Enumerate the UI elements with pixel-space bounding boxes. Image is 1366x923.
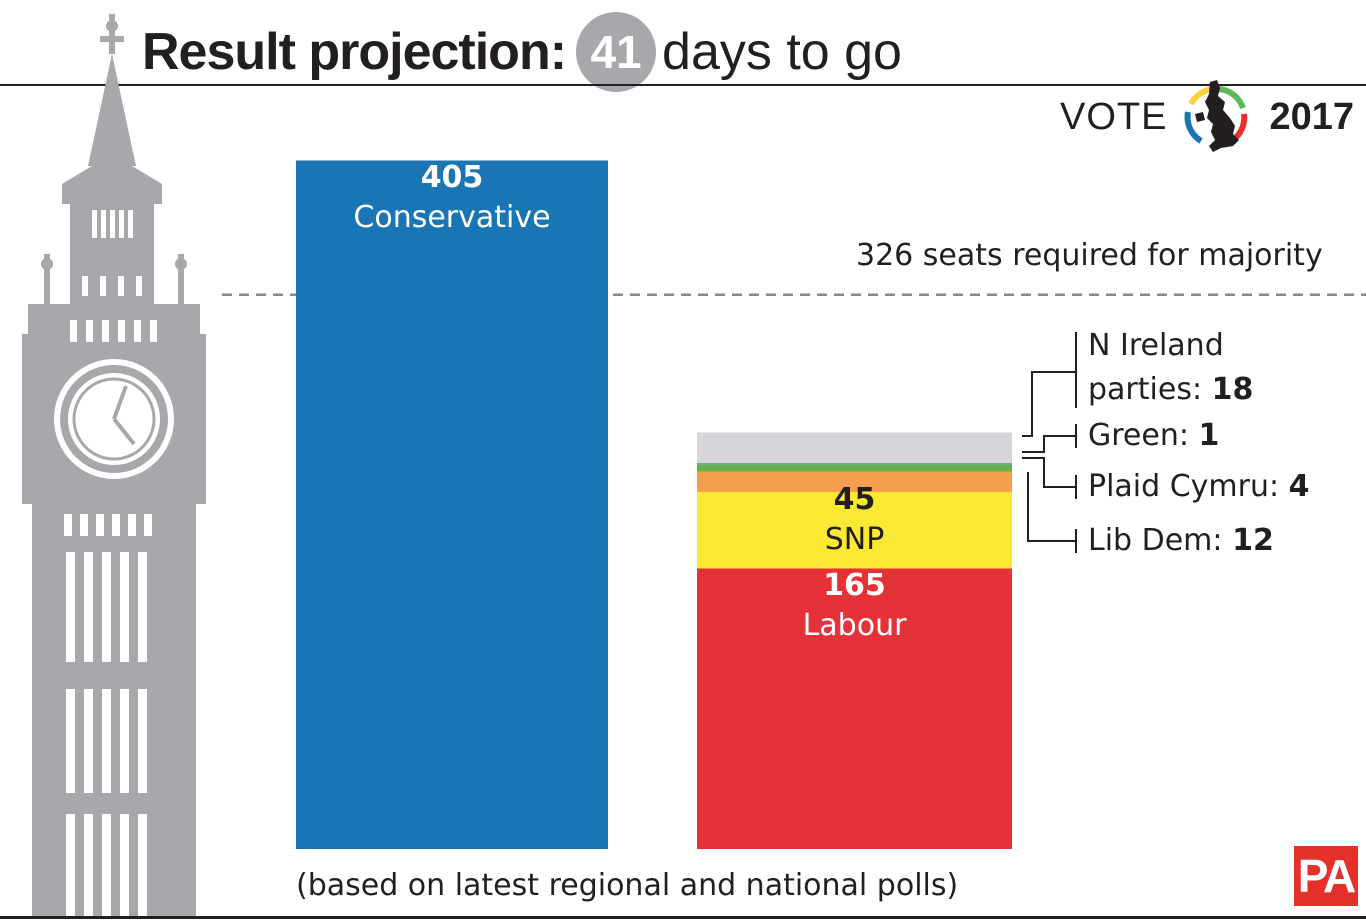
bar-conservative xyxy=(296,160,608,849)
bar-n-ireland-parties xyxy=(697,432,1012,464)
big-ben-icon xyxy=(22,14,206,919)
pa-logo: PA xyxy=(1294,846,1358,906)
callout-connectors xyxy=(1022,332,1077,553)
days-badge: 41 xyxy=(576,12,657,92)
uk-map-icon xyxy=(1185,80,1248,152)
green-label: Green: xyxy=(1088,418,1189,453)
conservative-label: 405 Conservative xyxy=(296,158,608,238)
chart-title: Result projection: 41 days to go xyxy=(142,12,902,92)
green-value: 1 xyxy=(1198,418,1220,453)
bar-green xyxy=(697,463,1012,465)
plaid-value: 4 xyxy=(1288,469,1310,504)
bar-plaid-cymru xyxy=(697,464,1012,472)
title-text: Result projection: xyxy=(142,23,567,81)
libdem-label: Lib Dem: xyxy=(1088,523,1223,558)
plaid-callout: Plaid Cymru: 4 xyxy=(1088,465,1310,509)
conservative-name: Conservative xyxy=(353,200,551,235)
vote-year: 2017 xyxy=(1269,95,1355,138)
snp-value: 45 xyxy=(833,482,876,517)
conservative-value: 405 xyxy=(420,160,484,195)
snp-name: SNP xyxy=(824,522,885,557)
bar-labour xyxy=(697,568,1012,849)
ni-label-line2: parties: xyxy=(1088,372,1203,407)
plaid-label: Plaid Cymru: xyxy=(1088,469,1280,504)
bar-lib-dem xyxy=(697,471,1012,492)
labour-value: 165 xyxy=(823,568,886,603)
bars-group xyxy=(296,160,1012,849)
ni-label-line1: N Ireland xyxy=(1088,328,1224,363)
vote-word: VOTE xyxy=(1060,95,1168,138)
snp-label: 45 SNP xyxy=(697,480,1012,560)
ni-callout: N Ireland parties: 18 xyxy=(1088,324,1253,412)
labour-label: 165 Labour xyxy=(697,566,1012,646)
clock-face xyxy=(54,359,174,479)
bar-snp xyxy=(697,492,1012,569)
libdem-value: 12 xyxy=(1232,523,1274,558)
majority-label: 326 seats required for majority xyxy=(856,238,1323,273)
bottom-divider xyxy=(0,916,1366,919)
libdem-callout: Lib Dem: 12 xyxy=(1088,519,1274,563)
labour-name: Labour xyxy=(802,608,907,643)
vote-2017-logo: VOTE 2017 xyxy=(1060,74,1366,160)
title-suffix: days to go xyxy=(662,23,902,81)
footnote: (based on latest regional and national p… xyxy=(296,868,959,903)
green-callout: Green: 1 xyxy=(1088,414,1219,458)
title-divider xyxy=(0,84,1366,86)
ni-value: 18 xyxy=(1211,372,1254,407)
